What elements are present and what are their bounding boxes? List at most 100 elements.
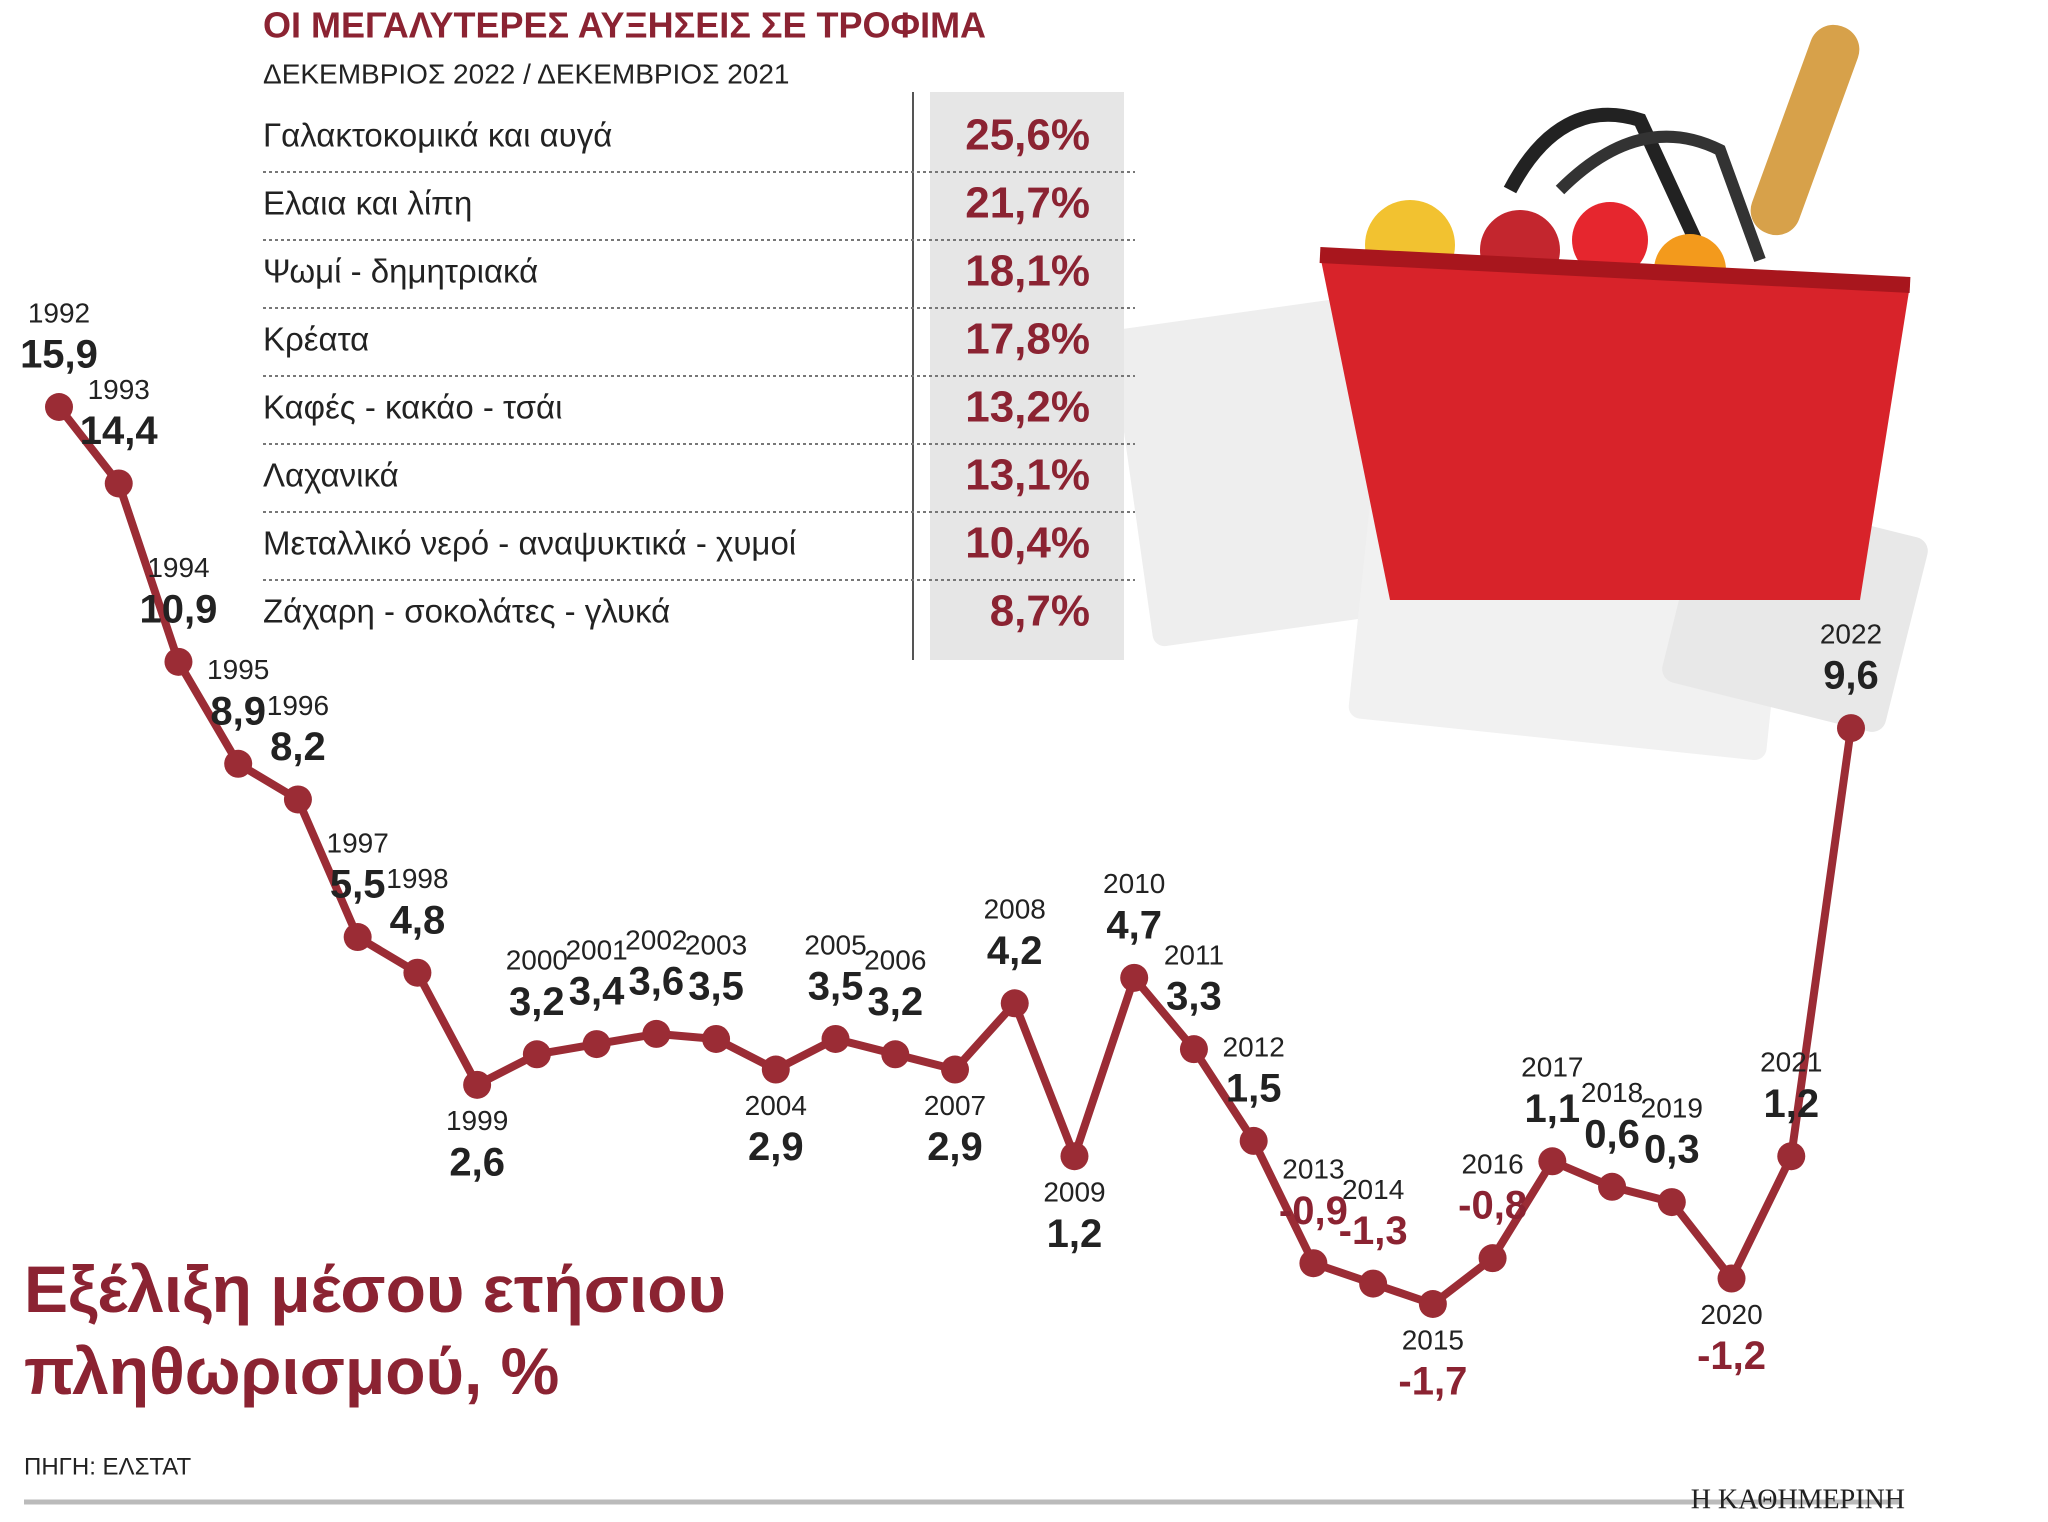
year-label: 2005	[804, 929, 866, 960]
point	[1717, 1264, 1746, 1293]
fruit	[1572, 202, 1648, 278]
row-label: Ελαια και λίπη	[263, 185, 472, 222]
point	[463, 1070, 492, 1099]
point	[702, 1024, 731, 1053]
year-label: 2006	[864, 945, 926, 976]
point	[403, 958, 432, 987]
year-label: 2002	[625, 924, 687, 955]
row-value: 18,1%	[965, 247, 1090, 296]
point	[1418, 1290, 1447, 1318]
row-label: Λαχανικά	[263, 457, 399, 494]
row-label: Μεταλλικό νερό - αναψυκτικά - χυμοί	[263, 525, 796, 562]
year-label: 2013	[1282, 1154, 1344, 1185]
year-label: 2019	[1641, 1092, 1703, 1123]
value-label: -1,2	[1697, 1334, 1766, 1378]
table-subtitle: ΔΕΚΕΜΒΡΙΟΣ 2022 / ΔΕΚΕΜΒΡΙΟΣ 2021	[263, 58, 789, 89]
point	[1239, 1126, 1268, 1155]
row-value: 17,8%	[965, 315, 1090, 364]
value-label: 5,5	[330, 863, 386, 907]
value-label: 10,9	[140, 587, 218, 631]
year-label: 2004	[745, 1090, 807, 1121]
row-label: Ψωμί - δημητριακά	[263, 253, 538, 290]
point	[1060, 1142, 1089, 1171]
value-label: 3,2	[509, 980, 565, 1024]
point	[1478, 1244, 1507, 1273]
year-label: 1993	[88, 374, 150, 405]
value-label: 2,9	[748, 1125, 804, 1169]
value-label: 4,2	[987, 929, 1043, 973]
point	[1000, 989, 1029, 1018]
value-label: 2,6	[449, 1140, 505, 1184]
point	[283, 785, 312, 814]
point	[1120, 963, 1149, 992]
point	[522, 1040, 551, 1069]
point	[941, 1055, 969, 1084]
table: Γαλακτοκομικά και αυγά 25,6% Ελαια και λίπ…	[263, 111, 1135, 636]
year-label: 2000	[506, 945, 568, 976]
year-label: 1998	[386, 863, 448, 894]
basket-illustration	[1111, 24, 1928, 761]
value-label: 0,3	[1644, 1128, 1700, 1172]
point	[881, 1040, 910, 1069]
year-label: 1994	[147, 552, 209, 583]
point	[343, 923, 372, 952]
value-label: 4,8	[390, 898, 446, 942]
year-label: 2011	[1164, 940, 1224, 971]
row-value: 8,7%	[990, 587, 1090, 636]
year-label: 1996	[267, 690, 329, 721]
value-label: 3,4	[569, 970, 625, 1014]
value-label: 3,5	[808, 965, 864, 1009]
point	[1299, 1249, 1328, 1278]
value-label: 1,2	[1763, 1082, 1819, 1126]
year-label: 2015	[1402, 1324, 1464, 1355]
year-label: 1995	[207, 654, 269, 685]
row-value: 13,2%	[965, 383, 1090, 432]
year-label: 2016	[1461, 1149, 1523, 1180]
year-label: 1999	[446, 1105, 508, 1136]
point	[1777, 1142, 1806, 1171]
value-label: 9,6	[1823, 654, 1879, 698]
value-label: 1,5	[1226, 1066, 1282, 1110]
year-label: 2009	[1043, 1177, 1105, 1208]
point	[761, 1055, 790, 1084]
point	[1179, 1035, 1208, 1064]
value-label: 8,2	[270, 725, 326, 769]
year-label: 2001	[565, 934, 627, 965]
value-label: 3,3	[1166, 975, 1222, 1019]
year-label: 2014	[1342, 1174, 1404, 1205]
point	[104, 469, 133, 498]
point	[45, 393, 73, 421]
value-label: 3,2	[867, 980, 923, 1024]
row-label: Κρέατα	[263, 321, 369, 358]
year-label: 1992	[28, 297, 90, 328]
point	[642, 1019, 671, 1048]
value-label: 8,9	[210, 689, 266, 733]
year-label: 2010	[1103, 868, 1165, 899]
point	[582, 1030, 611, 1059]
row-value: 13,1%	[965, 451, 1090, 500]
row-label: Καφές - κακάο - τσάι	[263, 389, 562, 426]
point	[821, 1024, 850, 1053]
basket-rim	[1319, 247, 1911, 293]
row-label: Γαλακτοκομικά και αυγά	[263, 117, 612, 154]
value-label: -0,8	[1458, 1184, 1527, 1228]
point	[1359, 1269, 1388, 1298]
year-label: 2012	[1223, 1031, 1285, 1062]
value-label: 0,6	[1584, 1112, 1640, 1156]
value-label: -1,3	[1339, 1209, 1408, 1253]
year-label: 2018	[1581, 1077, 1643, 1108]
bread	[1750, 24, 1860, 236]
point	[1657, 1188, 1686, 1217]
value-label: 15,9	[20, 333, 98, 377]
point	[224, 749, 253, 778]
basket-handle	[1555, 130, 1766, 263]
row-label: Ζάχαρη - σοκολάτες - γλυκά	[263, 593, 670, 630]
value-label: -1,7	[1398, 1360, 1467, 1404]
year-label: 2022	[1820, 618, 1882, 649]
year-label: 2020	[1700, 1299, 1762, 1330]
value-label: 1,2	[1047, 1212, 1103, 1256]
source: ΠΗΓΗ: ΕΛΣΤΑΤ	[24, 1453, 192, 1480]
year-label: 2003	[685, 929, 747, 960]
